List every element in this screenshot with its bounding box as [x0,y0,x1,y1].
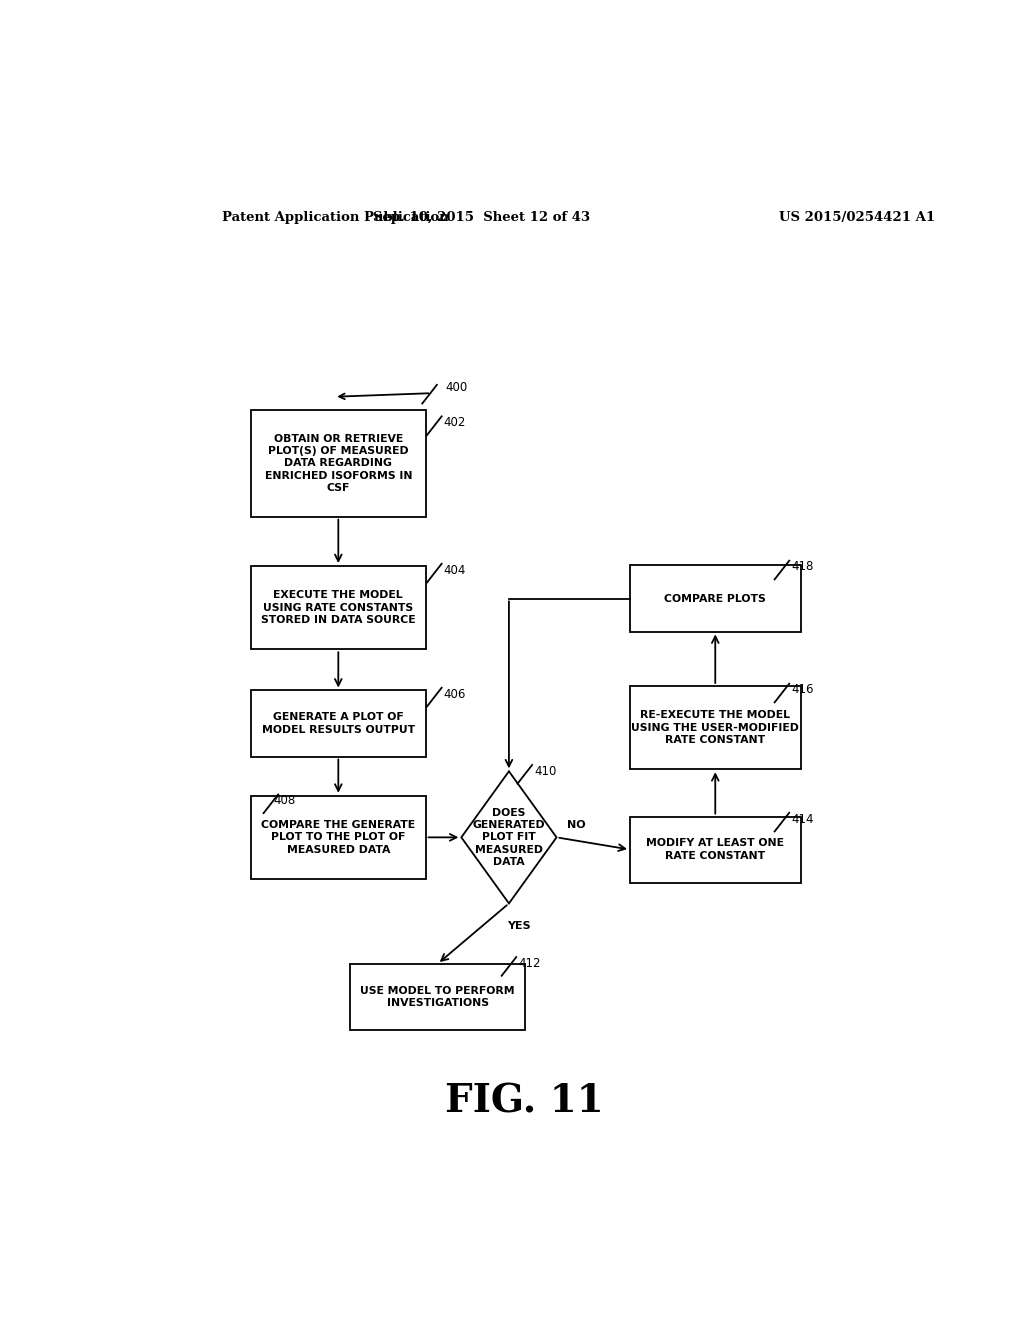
Text: 404: 404 [443,564,466,577]
Bar [630,565,801,631]
Text: RE-EXECUTE THE MODEL
USING THE USER-MODIFIED
RATE CONSTANT: RE-EXECUTE THE MODEL USING THE USER-MODI… [632,710,799,744]
Text: 408: 408 [273,795,296,808]
Text: US 2015/0254421 A1: US 2015/0254421 A1 [778,211,935,224]
Text: 406: 406 [443,688,466,701]
Text: 402: 402 [443,416,466,429]
Text: 416: 416 [792,684,814,697]
Text: 418: 418 [792,561,814,573]
Text: NO: NO [567,820,586,830]
Text: Sep. 10, 2015  Sheet 12 of 43: Sep. 10, 2015 Sheet 12 of 43 [373,211,590,224]
Bar [251,690,426,756]
Text: COMPARE PLOTS: COMPARE PLOTS [665,594,766,603]
Text: EXECUTE THE MODEL
USING RATE CONSTANTS
STORED IN DATA SOURCE: EXECUTE THE MODEL USING RATE CONSTANTS S… [261,590,416,626]
Bar [350,964,524,1030]
Text: YES: YES [507,921,530,931]
Text: COMPARE THE GENERATE
PLOT TO THE PLOT OF
MEASURED DATA: COMPARE THE GENERATE PLOT TO THE PLOT OF… [261,820,416,855]
Text: 410: 410 [535,764,557,777]
Bar [251,411,426,516]
Polygon shape [461,771,557,903]
Text: 412: 412 [518,957,541,970]
Text: FIG. 11: FIG. 11 [445,1082,604,1121]
Text: MODIFY AT LEAST ONE
RATE CONSTANT: MODIFY AT LEAST ONE RATE CONSTANT [646,838,784,861]
Bar [630,686,801,770]
Text: 414: 414 [792,813,814,825]
Bar [630,817,801,883]
Bar [251,566,426,649]
Bar [251,796,426,879]
Text: GENERATE A PLOT OF
MODEL RESULTS OUTPUT: GENERATE A PLOT OF MODEL RESULTS OUTPUT [262,713,415,735]
Text: OBTAIN OR RETRIEVE
PLOT(S) OF MEASURED
DATA REGARDING
ENRICHED ISOFORMS IN
CSF: OBTAIN OR RETRIEVE PLOT(S) OF MEASURED D… [264,433,412,494]
Text: USE MODEL TO PERFORM
INVESTIGATIONS: USE MODEL TO PERFORM INVESTIGATIONS [360,986,515,1008]
Text: Patent Application Publication: Patent Application Publication [221,211,449,224]
Text: 400: 400 [445,380,468,393]
Text: DOES
GENERATED
PLOT FIT
MEASURED
DATA: DOES GENERATED PLOT FIT MEASURED DATA [473,808,545,867]
